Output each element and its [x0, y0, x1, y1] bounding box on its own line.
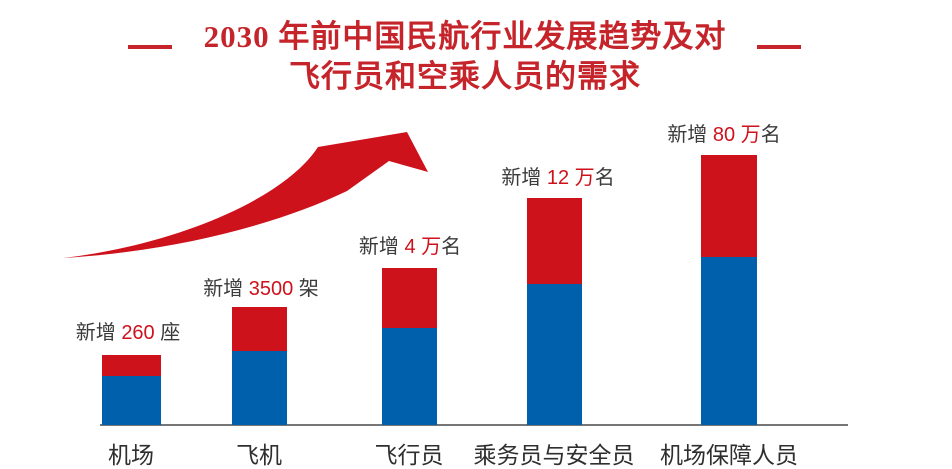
title-line-1: 2030 年前中国民航行业发展趋势及对: [203, 19, 727, 54]
annotation-value: 260: [121, 322, 155, 344]
annotation-cabin-crew-security: 新增 12 万名: [408, 166, 708, 190]
annotation-pilots: 新增 4 万名: [260, 235, 560, 259]
annotation-airport-support-staff: 新增 80 万名: [574, 123, 874, 147]
bar-segment-base: [527, 284, 582, 425]
bar-segment-base: [382, 328, 437, 425]
annotation-suffix: 名: [441, 236, 462, 258]
title-dash-left-icon: [128, 45, 172, 49]
annotation-value: 4 万: [404, 236, 442, 258]
bar-segment-base: [232, 351, 287, 425]
bar-segment-increase: [701, 155, 757, 257]
annotation-prefix: 新增: [75, 322, 122, 344]
annotation-prefix: 新增: [203, 278, 249, 300]
annotation-suffix: 名: [594, 167, 615, 189]
bar-segment-base: [701, 257, 757, 425]
bar-segment-increase: [382, 268, 437, 328]
title-line-2: 飞行员和空乘人员的需求: [289, 59, 641, 94]
x-axis-line: [100, 424, 848, 426]
page-title: 2030 年前中国民航行业发展趋势及对 飞行员和空乘人员的需求: [130, 17, 800, 97]
bar-segment-increase: [232, 307, 287, 351]
annotation-aircraft: 新增 3500 架: [111, 277, 411, 301]
annotation-prefix: 新增: [667, 124, 713, 146]
title-dash-right-icon: [757, 45, 801, 49]
annotation-value: 80 万: [712, 124, 761, 146]
category-label-cabin-crew-security: 乘务员与安全员: [473, 442, 635, 468]
annotation-suffix: 座: [154, 322, 181, 344]
bar-airports: [102, 355, 161, 425]
bar-segment-base: [102, 376, 161, 425]
annotation-suffix: 架: [293, 278, 319, 300]
annotation-prefix: 新增: [358, 236, 405, 258]
bar-pilots: [382, 268, 437, 425]
bar-airport-support-staff: [701, 155, 757, 425]
category-label-pilots: 飞行员: [374, 442, 444, 468]
annotation-suffix: 名: [760, 124, 781, 146]
annotation-airports: 新增 260 座: [0, 321, 278, 345]
bar-cabin-crew-security: [527, 198, 582, 425]
category-label-airports: 机场: [108, 442, 154, 468]
annotation-value: 3500: [248, 278, 294, 300]
category-label-aircraft: 飞机: [236, 442, 282, 468]
bar-segment-increase: [527, 198, 582, 284]
bar-segment-increase: [102, 355, 161, 376]
annotation-prefix: 新增: [501, 167, 547, 189]
bar-aircraft: [232, 307, 287, 425]
category-label-airport-support-staff: 机场保障人员: [660, 442, 798, 468]
annotation-value: 12 万: [546, 167, 595, 189]
